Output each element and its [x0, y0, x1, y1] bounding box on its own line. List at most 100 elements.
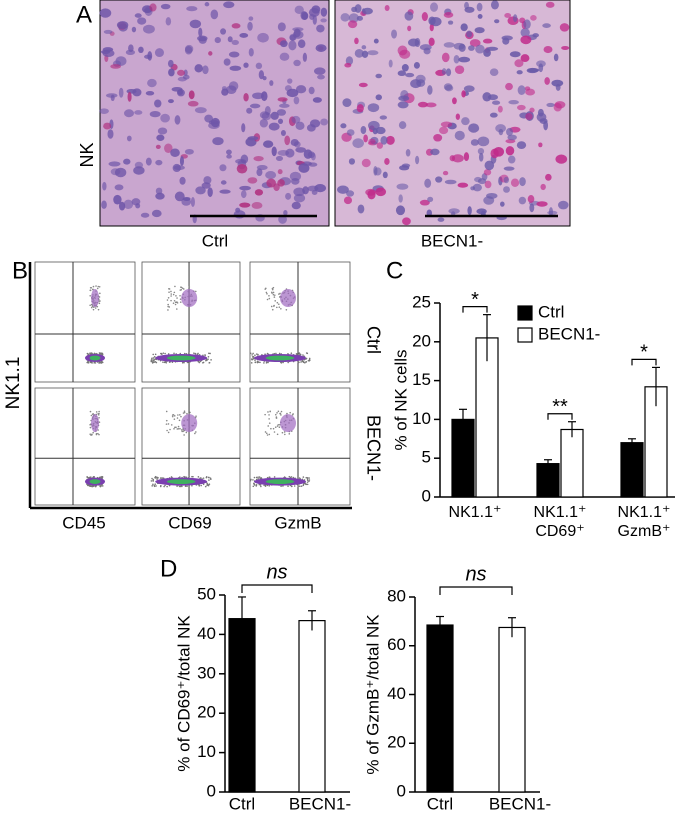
y-axis-label: % of NK cells	[391, 349, 410, 450]
cell	[207, 187, 213, 198]
cell	[509, 51, 521, 58]
event	[183, 434, 185, 436]
event	[206, 359, 208, 362]
cell	[538, 63, 544, 73]
event	[164, 352, 166, 355]
y-tick-label: 40	[197, 624, 216, 643]
cell	[160, 3, 171, 10]
y-tick-label: 60	[387, 635, 406, 654]
event	[184, 485, 187, 488]
cell	[307, 151, 315, 159]
event	[155, 485, 157, 487]
event	[194, 432, 196, 435]
cell	[354, 4, 362, 13]
event	[271, 288, 274, 291]
event	[101, 485, 104, 487]
event	[152, 357, 155, 359]
cell	[421, 12, 428, 22]
cell	[460, 23, 468, 32]
event	[185, 476, 188, 479]
event	[94, 307, 97, 309]
cell	[240, 190, 247, 199]
event	[183, 361, 185, 364]
error-bar	[483, 314, 491, 362]
cell	[447, 20, 454, 25]
cell	[295, 147, 307, 153]
event	[101, 361, 104, 364]
event	[257, 476, 259, 478]
event	[277, 410, 280, 413]
event	[259, 484, 262, 486]
y-tick-label: 0	[207, 781, 216, 800]
event	[161, 477, 163, 479]
significance-bracket	[439, 586, 513, 595]
event	[268, 476, 271, 478]
plot-frame	[249, 261, 351, 383]
cell	[107, 129, 114, 139]
cell	[555, 154, 568, 164]
event	[153, 359, 155, 362]
density	[280, 414, 296, 433]
event	[191, 485, 193, 487]
event	[305, 361, 307, 363]
cell	[142, 24, 155, 34]
cell	[443, 12, 454, 18]
event	[95, 411, 98, 413]
cell	[407, 25, 412, 32]
event	[97, 432, 99, 435]
cell	[429, 23, 434, 32]
cell	[235, 158, 247, 164]
event	[168, 288, 171, 290]
bar	[560, 428, 584, 498]
cell	[239, 185, 251, 191]
event	[286, 412, 288, 415]
event	[277, 423, 280, 426]
cell	[261, 91, 268, 102]
x-tick-label-box: NK1.1⁺ GzmB⁺	[618, 504, 671, 540]
cell	[440, 121, 453, 128]
cell	[257, 32, 269, 43]
event	[202, 483, 205, 486]
event	[177, 414, 179, 416]
cell	[248, 48, 254, 57]
cell	[542, 23, 551, 28]
cell	[314, 184, 327, 193]
event	[292, 476, 295, 479]
event	[180, 286, 182, 288]
event	[95, 433, 98, 436]
cell	[208, 120, 219, 125]
cell	[126, 135, 132, 142]
event	[266, 298, 269, 301]
cell	[102, 181, 107, 191]
cell	[505, 146, 515, 156]
cell	[514, 59, 524, 68]
cell	[354, 37, 359, 45]
cell	[202, 65, 209, 75]
cell	[157, 127, 168, 135]
cell	[545, 1, 555, 8]
cell	[337, 185, 349, 194]
cell	[291, 201, 301, 210]
cell	[427, 85, 433, 95]
cell	[433, 134, 443, 142]
cell	[253, 156, 264, 162]
cell	[365, 188, 377, 196]
event	[299, 353, 302, 356]
event	[172, 293, 175, 296]
cell	[561, 45, 570, 51]
event	[179, 294, 181, 297]
event	[280, 414, 282, 416]
cell	[186, 6, 198, 12]
cell	[540, 183, 546, 191]
event	[308, 480, 310, 483]
bar	[620, 442, 644, 498]
cell	[131, 26, 137, 33]
cell	[442, 170, 449, 176]
cell	[155, 187, 163, 195]
cell	[413, 61, 420, 69]
event	[153, 358, 155, 361]
y-tick-label: 80	[387, 586, 406, 605]
cell	[113, 194, 122, 205]
event	[189, 411, 191, 414]
event	[298, 477, 301, 479]
